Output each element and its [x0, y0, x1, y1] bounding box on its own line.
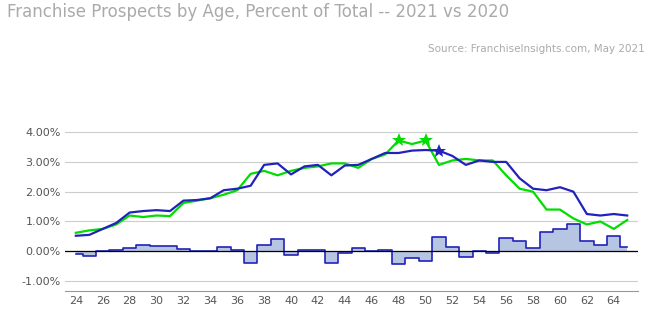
Text: Source: FranchiseInsights.com, May 2021: Source: FranchiseInsights.com, May 2021: [428, 44, 644, 54]
Text: Franchise Prospects by Age, Percent of Total -- 2021 vs 2020: Franchise Prospects by Age, Percent of T…: [7, 3, 508, 21]
